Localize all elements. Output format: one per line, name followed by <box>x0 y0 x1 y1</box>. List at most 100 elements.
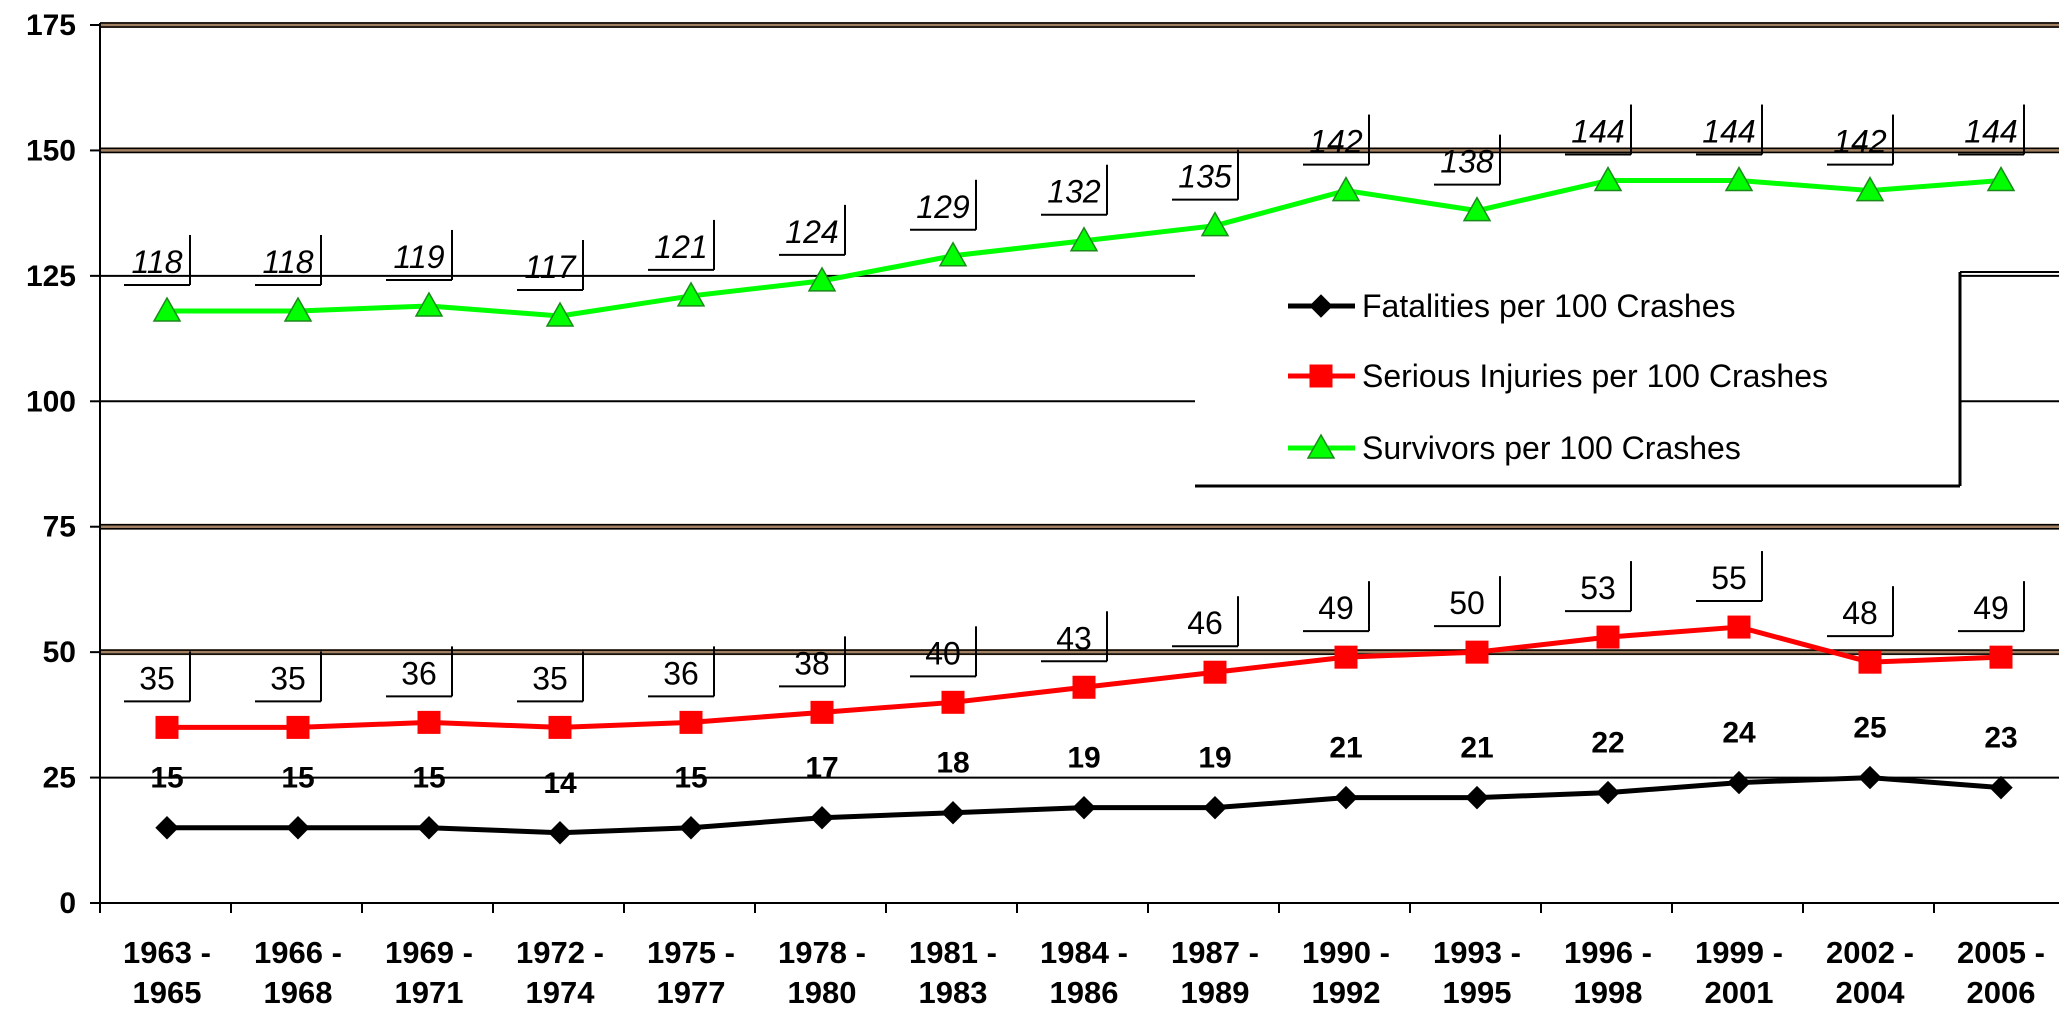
y-tick-label: 100 <box>26 385 76 418</box>
data-label-fatalities: 19 <box>1198 742 1231 775</box>
data-point <box>548 821 572 845</box>
x-tick-label: 1971 <box>395 975 464 1010</box>
legend-item-survivors: Survivors per 100 Crashes <box>1288 430 1741 466</box>
data-point <box>548 715 572 739</box>
x-tick-label: 2001 <box>1705 975 1774 1010</box>
x-tick-label: 1998 <box>1574 975 1643 1010</box>
data-point <box>1203 660 1227 684</box>
data-point <box>676 281 706 307</box>
x-tick-label: 1969 - <box>385 935 473 970</box>
data-point <box>807 266 837 292</box>
data-label-serious-injuries: 35 <box>139 660 175 696</box>
data-point <box>1989 775 2013 800</box>
x-tick-label: 1978 - <box>778 935 866 970</box>
data-point <box>938 241 968 267</box>
x-tick-label: 1995 <box>1443 975 1512 1010</box>
data-point <box>1462 196 1492 222</box>
axes: 0 25 50 75 100 125 150 175 1963 - 1965 1966 - 1968 1… <box>26 9 2059 1010</box>
data-label-fatalities: 17 <box>805 752 838 785</box>
x-tick-label: 1972 - <box>516 935 604 970</box>
y-tick-label: 175 <box>26 9 76 42</box>
y-tick-label: 75 <box>43 511 76 544</box>
y-tick-label: 0 <box>59 887 76 920</box>
data-label-survivors: 135 <box>1178 159 1232 195</box>
legend: Fatalities per 100 Crashes Serious Injuri… <box>1195 271 2059 488</box>
x-tick-label: 1984 - <box>1040 935 1128 970</box>
y-tick-label: 50 <box>43 636 76 669</box>
legend-item-fatalities: Fatalities per 100 Crashes <box>1288 288 1736 324</box>
data-label-survivors: 129 <box>916 189 970 225</box>
data-label-serious-injuries: 50 <box>1449 585 1485 621</box>
data-label-serious-injuries: 40 <box>925 635 961 671</box>
x-tick-label: 2004 <box>1836 975 1906 1010</box>
data-label-survivors: 119 <box>393 239 444 275</box>
data-point <box>1986 166 2016 192</box>
data-label-fatalities: 15 <box>412 762 445 795</box>
x-tick-label: 2006 <box>1967 975 2036 1010</box>
legend-item-serious-injuries: Serious Injuries per 100 Crashes <box>1288 358 1828 394</box>
x-tick-label: 2005 - <box>1957 935 2045 970</box>
data-label-survivors: 117 <box>524 249 576 285</box>
data-point <box>941 800 965 825</box>
data-label-survivors: 121 <box>654 229 707 265</box>
data-point <box>155 816 179 840</box>
x-tick-label: 1987 - <box>1171 935 1259 970</box>
data-point <box>1069 226 1099 252</box>
data-point <box>679 816 703 840</box>
data-label-fatalities: 15 <box>281 762 314 795</box>
data-point <box>1596 780 1620 805</box>
data-point <box>155 715 179 739</box>
x-tick-label: 1983 <box>919 975 988 1010</box>
series-lines <box>152 166 2016 845</box>
data-label-serious-injuries: 35 <box>532 660 568 696</box>
data-point <box>414 291 444 317</box>
data-point <box>1331 176 1361 202</box>
data-label-fatalities: 22 <box>1591 727 1624 760</box>
data-label-survivors: 144 <box>1702 114 1755 150</box>
y-tick-label: 25 <box>43 762 76 795</box>
data-label-serious-injuries: 49 <box>1318 590 1354 626</box>
data-label-fatalities: 14 <box>543 767 577 800</box>
data-point <box>1855 176 1885 202</box>
data-point <box>1858 765 1882 790</box>
data-label-fatalities: 19 <box>1067 742 1100 775</box>
data-label-serious-injuries: 48 <box>1842 595 1878 631</box>
data-label-survivors: 142 <box>1309 124 1363 160</box>
data-point <box>417 710 441 734</box>
x-tick-label: 1974 <box>526 975 596 1010</box>
data-label-fatalities: 23 <box>1984 722 2017 755</box>
data-point <box>1200 211 1230 237</box>
data-label-fatalities: 15 <box>150 762 183 795</box>
data-label-survivors: 124 <box>785 214 838 250</box>
data-label-fatalities: 21 <box>1460 732 1493 765</box>
data-label-fatalities: 21 <box>1329 732 1362 765</box>
data-point <box>1465 640 1489 664</box>
data-point <box>941 690 965 714</box>
x-tick-label: 1996 - <box>1564 935 1652 970</box>
data-point <box>1203 795 1227 820</box>
x-tick-label: 1990 - <box>1302 935 1390 970</box>
series-survivors <box>152 166 2016 327</box>
legend-label: Fatalities per 100 Crashes <box>1362 288 1736 324</box>
data-label-serious-injuries: 38 <box>794 645 830 681</box>
data-point <box>810 806 834 830</box>
data-labels: 15 15 15 14 15 17 18 19 19 21 21 22 24 25 23 35 35 36 35 36… <box>124 104 2025 800</box>
series-fatalities <box>155 765 2013 845</box>
data-label-serious-injuries: 49 <box>1973 590 2009 626</box>
data-label-survivors: 138 <box>1440 144 1494 180</box>
data-label-survivors: 118 <box>262 244 313 280</box>
x-tick-label: 2002 - <box>1826 935 1914 970</box>
x-tick-label: 1986 <box>1050 975 1119 1010</box>
data-label-survivors: 144 <box>1964 114 2017 150</box>
data-point <box>1309 364 1333 388</box>
data-label-survivors: 132 <box>1047 174 1101 210</box>
data-label-fatalities: 18 <box>936 747 969 780</box>
data-label-serious-injuries: 36 <box>663 655 699 691</box>
data-point <box>679 710 703 734</box>
data-label-survivors: 144 <box>1571 114 1624 150</box>
x-tick-label: 1977 <box>657 975 726 1010</box>
data-label-fatalities: 25 <box>1853 712 1886 745</box>
data-label-survivors: 118 <box>131 244 182 280</box>
